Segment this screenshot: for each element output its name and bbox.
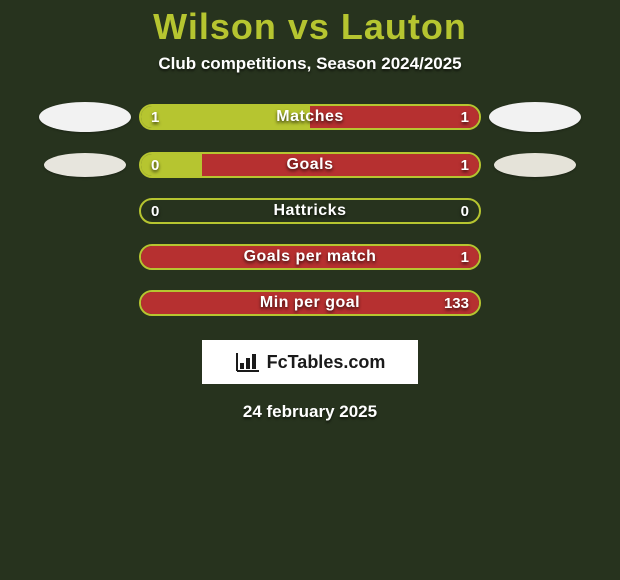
ellipse-icon: [44, 153, 126, 177]
left-player-marker: [31, 102, 139, 132]
comparison-card: Wilson vs Lauton Club competitions, Seas…: [0, 0, 620, 422]
stat-row: 1 Matches 1: [0, 102, 620, 132]
brand-text: FcTables.com: [267, 352, 386, 373]
bar-fill-right: [310, 106, 479, 128]
stat-value-left: 0: [141, 200, 169, 222]
ellipse-icon: [494, 153, 576, 177]
stat-bar: Min per goal 133: [139, 290, 481, 316]
brand-link[interactable]: FcTables.com: [202, 340, 418, 384]
stat-label: Hattricks: [141, 200, 479, 222]
right-player-marker: [481, 102, 589, 132]
right-player-marker: [481, 153, 589, 177]
date-text: 24 february 2025: [0, 402, 620, 422]
page-title: Wilson vs Lauton: [0, 6, 620, 48]
stat-row: 0 Goals 1: [0, 152, 620, 178]
stat-bar: 1 Matches 1: [139, 104, 481, 130]
stat-row: 0 Hattricks 0: [0, 198, 620, 224]
stat-bar: 0 Hattricks 0: [139, 198, 481, 224]
bars-icon: [235, 351, 261, 373]
left-player-marker: [31, 153, 139, 177]
bar-fill-left: [141, 106, 310, 128]
bar-fill-left: [141, 154, 202, 176]
stats-container: 1 Matches 1 0 Goals 1 0 Hattri: [0, 102, 620, 316]
bar-fill-right: [141, 246, 479, 268]
stat-row: Goals per match 1: [0, 244, 620, 270]
stat-bar: Goals per match 1: [139, 244, 481, 270]
stat-row: Min per goal 133: [0, 290, 620, 316]
stat-bar: 0 Goals 1: [139, 152, 481, 178]
ellipse-icon: [39, 102, 131, 132]
subtitle: Club competitions, Season 2024/2025: [0, 54, 620, 74]
stat-value-right: 0: [451, 200, 479, 222]
bar-fill-right: [202, 154, 479, 176]
ellipse-icon: [489, 102, 581, 132]
bar-fill-right: [141, 292, 479, 314]
